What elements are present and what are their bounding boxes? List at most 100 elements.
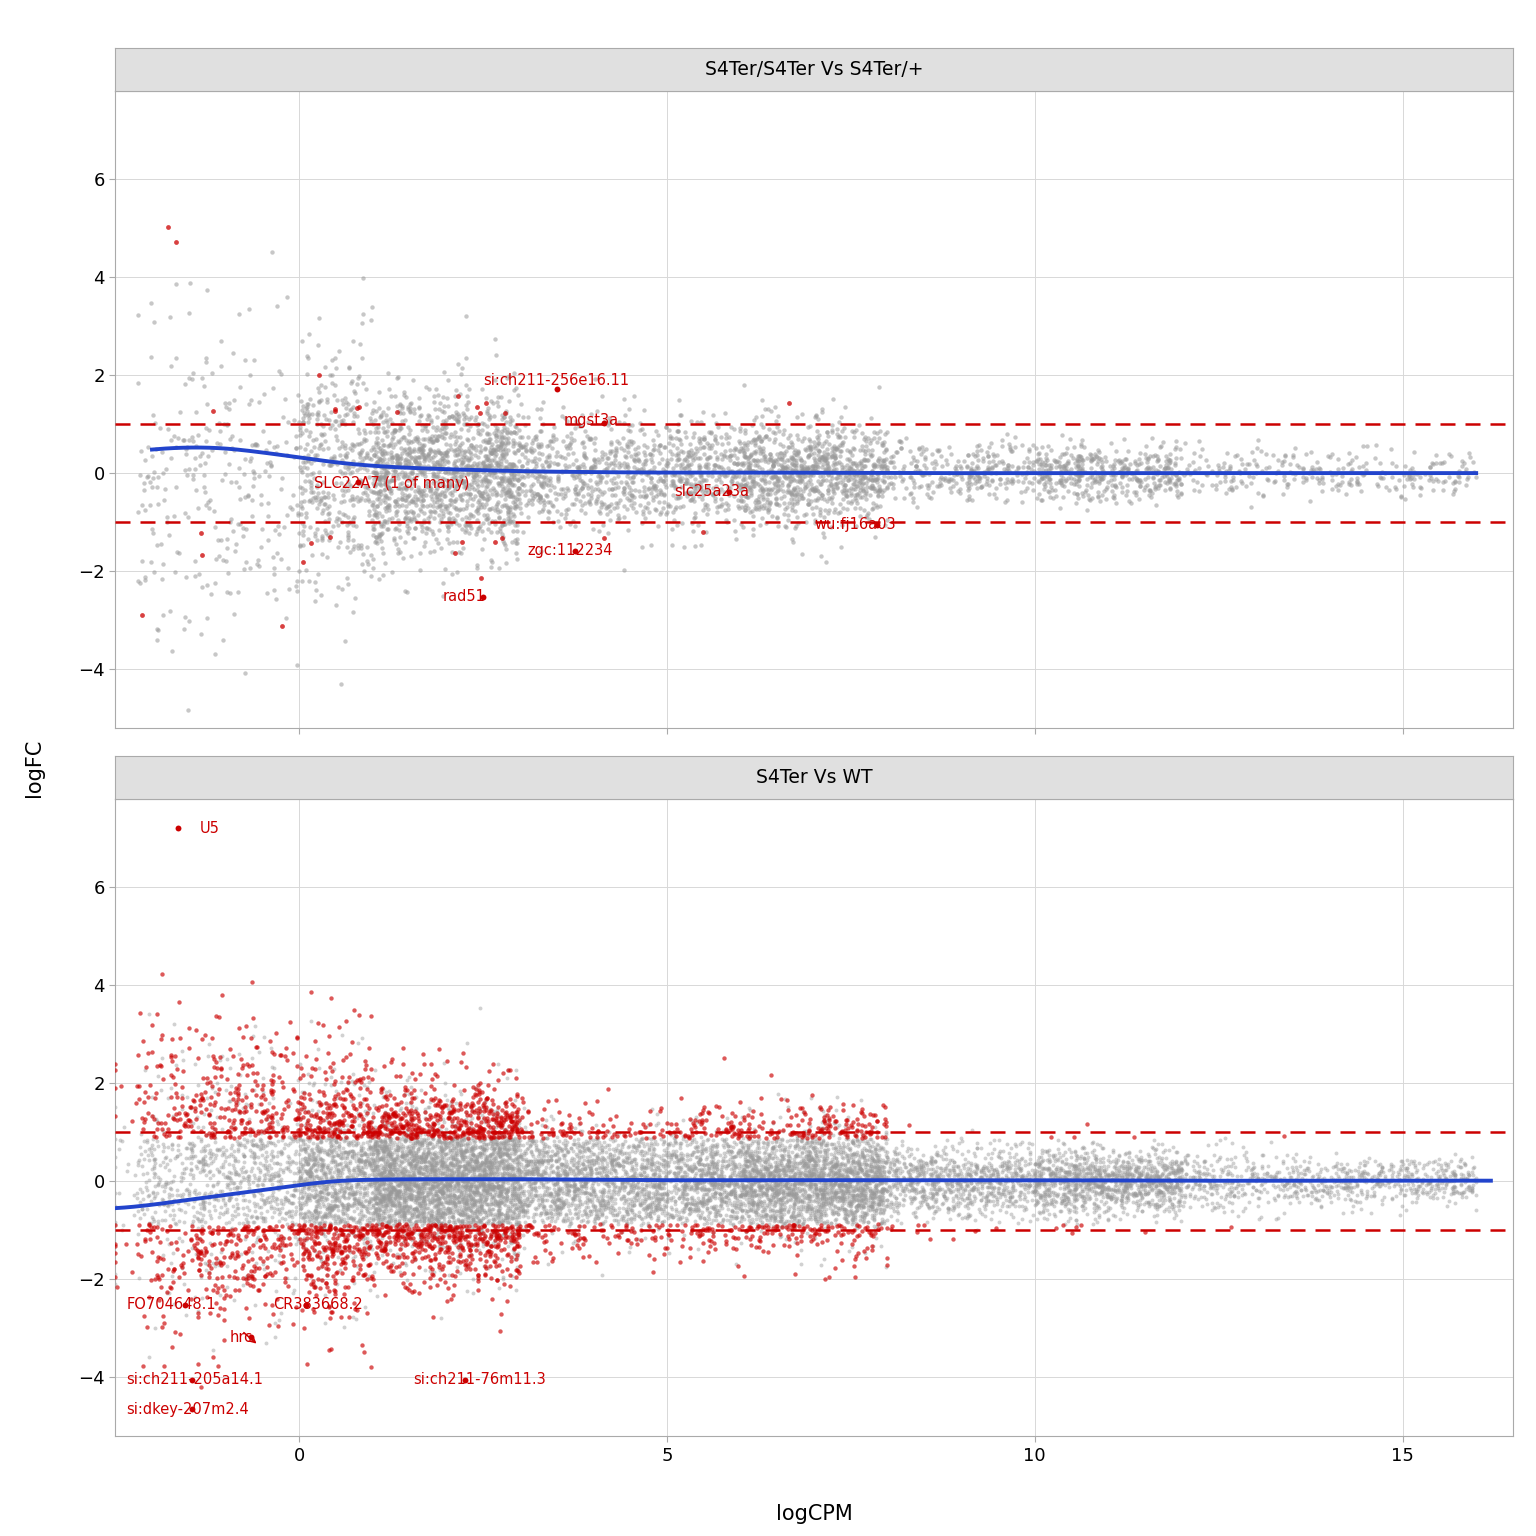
Point (1336, 1175, 1361, 1200)
Point (515, 1118, 539, 1143)
Point (1126, 1166, 1150, 1190)
Point (258, 1244, 283, 1269)
Point (825, 470, 849, 495)
Point (794, 1198, 819, 1223)
Point (670, 1210, 694, 1235)
Point (820, 459, 845, 484)
Point (104, 1275, 129, 1299)
Point (682, 505, 707, 530)
Point (805, 453, 829, 478)
Point (1037, 1177, 1061, 1201)
Point (751, 1174, 776, 1198)
Point (868, 455, 892, 479)
Point (657, 1120, 682, 1144)
Point (407, 1115, 432, 1140)
Point (376, 476, 401, 501)
Point (598, 499, 622, 524)
Point (318, 1210, 343, 1235)
Point (633, 1189, 657, 1213)
Point (306, 1134, 330, 1158)
Point (839, 1193, 863, 1218)
Point (373, 461, 398, 485)
Point (215, 1066, 240, 1091)
Point (270, 1074, 295, 1098)
Point (492, 458, 516, 482)
Point (310, 501, 335, 525)
Point (533, 1158, 558, 1183)
Point (432, 359, 456, 384)
Point (1163, 1175, 1187, 1200)
Point (468, 482, 493, 507)
Point (1075, 1169, 1100, 1193)
Point (599, 1144, 624, 1169)
Point (209, 1063, 233, 1087)
Point (519, 1170, 544, 1195)
Point (545, 1193, 570, 1218)
Point (210, 1152, 235, 1177)
Point (349, 1123, 373, 1147)
Point (386, 1209, 410, 1233)
Point (468, 1217, 493, 1241)
Point (796, 492, 820, 516)
Point (604, 1135, 628, 1160)
Point (309, 488, 333, 513)
Point (1117, 1150, 1141, 1175)
Point (1118, 1155, 1143, 1180)
Point (734, 1218, 759, 1243)
Point (240, 1132, 264, 1157)
Point (983, 1215, 1008, 1240)
Point (387, 1129, 412, 1154)
Point (316, 1256, 341, 1281)
Point (833, 1152, 857, 1177)
Point (401, 1197, 425, 1221)
Point (459, 472, 484, 496)
Point (874, 507, 899, 531)
Point (273, 1155, 298, 1180)
Point (436, 1124, 461, 1149)
Point (1284, 1184, 1309, 1209)
Point (459, 1174, 484, 1198)
Point (803, 1184, 828, 1209)
Point (366, 465, 390, 490)
Point (584, 1203, 608, 1227)
Point (455, 1190, 479, 1215)
Point (419, 1117, 444, 1141)
Point (425, 1130, 450, 1155)
Point (1447, 464, 1471, 488)
Point (823, 1169, 848, 1193)
Point (198, 1150, 223, 1175)
Point (324, 1078, 349, 1103)
Point (776, 1138, 800, 1163)
Point (511, 1187, 536, 1212)
Point (459, 1091, 484, 1115)
Point (298, 462, 323, 487)
Point (581, 1132, 605, 1157)
Point (524, 1197, 548, 1221)
Point (1089, 482, 1114, 507)
Point (369, 1129, 393, 1154)
Point (461, 1144, 485, 1169)
Point (452, 1193, 476, 1218)
Point (548, 502, 573, 527)
Point (395, 1221, 419, 1246)
Point (708, 1189, 733, 1213)
Point (536, 1147, 561, 1172)
Point (353, 1147, 378, 1172)
Point (599, 1195, 624, 1220)
Point (863, 1163, 888, 1187)
Point (591, 1190, 616, 1215)
Point (816, 1215, 840, 1240)
Point (630, 1167, 654, 1192)
Point (464, 395, 488, 419)
Point (1158, 1160, 1183, 1184)
Point (1098, 432, 1123, 456)
Point (1307, 470, 1332, 495)
Point (300, 402, 324, 427)
Point (476, 1118, 501, 1143)
Point (1107, 1206, 1132, 1230)
Point (679, 1177, 703, 1201)
Point (499, 455, 524, 479)
Point (790, 1167, 814, 1192)
Point (163, 1164, 187, 1189)
Point (828, 424, 852, 449)
